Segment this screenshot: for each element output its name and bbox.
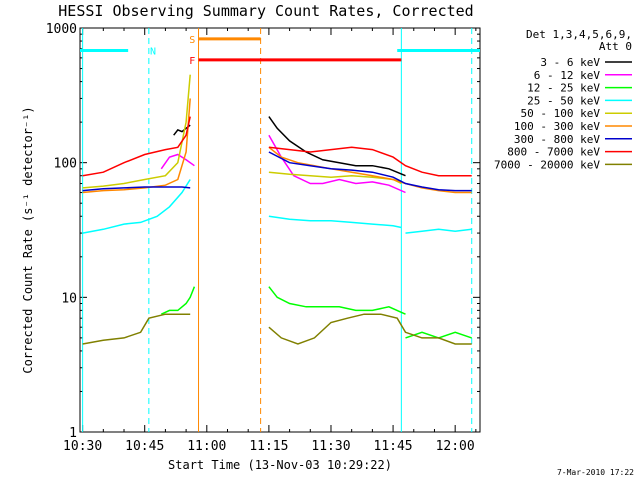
legend-label: 50 - 100 keV bbox=[521, 107, 601, 120]
series-line-5 bbox=[82, 98, 191, 194]
series-line-3 bbox=[268, 215, 402, 229]
plot-area: 1 10 100 1000 10:30 10:45 11:00 11:15 11:30 11:45… bbox=[46, 22, 481, 454]
series-line-3 bbox=[82, 179, 191, 234]
series-line-3 bbox=[405, 228, 472, 234]
legend-header-line-2: Att 0 bbox=[599, 40, 632, 53]
x-tick-label: 11:30 bbox=[311, 439, 350, 454]
series-line-4 bbox=[82, 74, 191, 189]
legend-header-line-1: Det 1,3,4,5,6,9, bbox=[526, 28, 632, 41]
legend-label: 12 - 25 keV bbox=[527, 82, 600, 95]
x-tick-label: 10:30 bbox=[63, 439, 102, 454]
x-tick-label: 12:00 bbox=[436, 439, 475, 454]
legend-label: 100 - 300 keV bbox=[514, 120, 600, 133]
y-tick-label: 1000 bbox=[46, 22, 77, 37]
series-line-1 bbox=[268, 134, 406, 194]
legend-label: 6 - 12 keV bbox=[534, 69, 601, 82]
legend-label: 3 - 6 keV bbox=[540, 56, 600, 69]
series-line-1 bbox=[160, 153, 195, 170]
y-axis-label: Corrected Count Rate (s⁻¹ detector⁻¹) bbox=[21, 106, 35, 373]
legend-label: 300 - 800 keV bbox=[514, 133, 600, 146]
series-line-6 bbox=[82, 186, 191, 192]
plot-frame bbox=[79, 27, 481, 433]
y-tick-label: 100 bbox=[54, 157, 77, 172]
series-line-2 bbox=[160, 286, 196, 315]
series-line-8 bbox=[268, 313, 472, 345]
state-bar-label: S bbox=[189, 35, 195, 46]
series-line-7 bbox=[268, 146, 472, 177]
state-bar-label: N bbox=[150, 47, 156, 58]
legend-label: 25 - 50 keV bbox=[527, 94, 600, 107]
y-tick-label: 10 bbox=[61, 291, 77, 306]
series-line-0 bbox=[268, 116, 406, 177]
series-line-6 bbox=[268, 151, 472, 192]
series-line-7 bbox=[82, 116, 191, 177]
state-bar-label: F bbox=[189, 56, 195, 67]
x-tick-label: 10:45 bbox=[125, 439, 164, 454]
y-tick-label: 1 bbox=[69, 426, 77, 441]
x-axis-label: Start Time (13-Nov-03 10:29:22) bbox=[168, 458, 392, 472]
series-line-2 bbox=[268, 286, 406, 315]
x-tick-label: 11:45 bbox=[374, 439, 413, 454]
series-line-8 bbox=[82, 313, 191, 345]
footer-timestamp: 7-Mar-2010 17:22 bbox=[557, 468, 634, 477]
legend-label: 7000 - 20000 keV bbox=[494, 158, 600, 171]
series-line-5 bbox=[268, 146, 472, 194]
x-tick-label: 11:15 bbox=[249, 439, 288, 454]
legend-label: 800 - 7000 keV bbox=[507, 146, 600, 159]
chart-title: HESSI Observing Summary Count Rates, Cor… bbox=[58, 2, 473, 20]
x-tick-label: 11:00 bbox=[187, 439, 226, 454]
